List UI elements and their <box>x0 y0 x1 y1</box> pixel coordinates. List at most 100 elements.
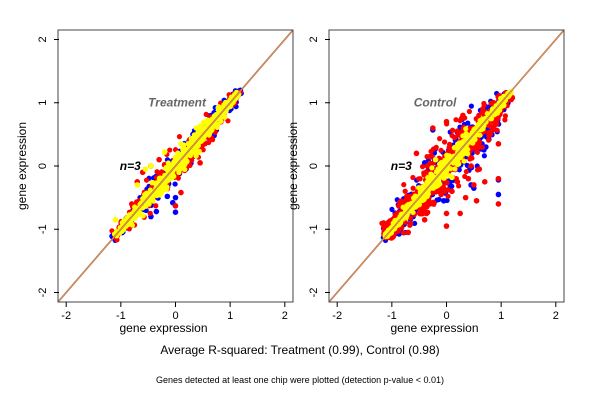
blue-outlier-point <box>440 197 447 204</box>
y-tick-label: 1 <box>37 100 49 106</box>
red-outlier-point <box>172 203 179 209</box>
y-tick-label: 1 <box>308 100 320 106</box>
panel-title: Treatment <box>148 96 207 110</box>
red-outlier-point <box>438 191 444 198</box>
yellow-outlier-point <box>148 163 154 169</box>
red-point <box>442 189 448 195</box>
red-point <box>402 188 408 194</box>
y-axis-label: gene expression <box>286 122 300 210</box>
yellow-outlier-point <box>449 174 455 181</box>
plot-area <box>58 30 293 302</box>
yellow-point <box>429 165 435 171</box>
red-point <box>407 222 413 228</box>
yellow-point <box>140 213 146 219</box>
blue-outlier-point <box>164 193 171 200</box>
red-point <box>466 108 472 115</box>
footnote: Genes detected at least one chip were pl… <box>156 375 444 385</box>
blue-point <box>481 153 487 159</box>
red-point <box>396 199 403 205</box>
red-point <box>419 164 426 170</box>
yellow-outlier-point <box>432 156 439 163</box>
red-point <box>447 145 453 151</box>
yellow-point <box>181 142 187 148</box>
red-point <box>433 144 439 150</box>
plot-area <box>329 30 564 302</box>
y-tick-label: -1 <box>308 224 320 234</box>
red-point <box>143 177 150 183</box>
x-tick-label: 2 <box>553 310 559 322</box>
red-point <box>485 137 492 143</box>
red-point <box>438 147 444 154</box>
yellow-outlier-point <box>142 166 149 172</box>
red-point <box>381 222 387 228</box>
yellow-point <box>428 173 434 179</box>
yellow-point <box>193 125 199 131</box>
yellow-point <box>416 185 422 191</box>
x-tick-label: 2 <box>282 310 288 322</box>
red-outlier-point <box>473 197 480 204</box>
red-point <box>477 139 483 145</box>
red-point <box>428 148 434 155</box>
yellow-point <box>392 224 399 230</box>
red-point <box>487 131 494 138</box>
blue-outlier-point <box>172 194 179 201</box>
yellow-point <box>156 175 163 181</box>
blue-outlier-point <box>153 208 160 215</box>
red-outlier-point <box>465 175 472 182</box>
y-tick-label: -1 <box>37 224 49 234</box>
yellow-point <box>205 124 211 130</box>
red-point <box>445 193 451 199</box>
red-point <box>456 183 462 189</box>
red-point <box>502 117 508 123</box>
blue-outlier-point <box>172 209 179 215</box>
yellow-point <box>451 145 458 151</box>
yellow-point <box>176 169 182 176</box>
yellow-point <box>454 152 460 158</box>
red-outlier-point <box>495 141 502 147</box>
y-tick-label: 0 <box>37 163 49 169</box>
red-outlier-point <box>443 210 450 217</box>
x-tick-label: -1 <box>116 310 126 322</box>
panel-control: -2 -1 0 1 2 -2 -1 0 1 2 gene expression gene expres… <box>286 29 565 335</box>
red-point <box>176 134 183 140</box>
yellow-point <box>470 138 476 144</box>
blue-point <box>172 181 178 187</box>
yellow-point <box>182 162 188 168</box>
red-point <box>453 117 459 123</box>
red-outlier-point <box>178 189 184 196</box>
red-outlier-point <box>468 163 474 169</box>
yellow-point <box>443 168 450 175</box>
x-tick-label: -1 <box>387 310 397 322</box>
x-tick-label: 1 <box>498 310 504 322</box>
red-outlier-point <box>443 223 450 229</box>
red-outlier-point <box>156 156 162 163</box>
red-point <box>167 147 173 153</box>
yellow-point <box>452 166 458 172</box>
x-axis-label: gene expression <box>119 321 207 335</box>
sample-size-label: n=3 <box>391 159 412 173</box>
yellow-outlier-point <box>112 216 119 223</box>
panel-treatment: -2 -1 0 1 2 -2 -1 0 1 2 gene expression gene expres… <box>15 29 294 335</box>
red-outlier-point <box>424 163 431 169</box>
red-point <box>481 100 487 107</box>
yellow-outlier-point <box>161 149 168 155</box>
yellow-point <box>147 187 153 193</box>
blue-outlier-point <box>495 191 502 198</box>
y-tick-label: 0 <box>308 163 320 169</box>
y-tick-label: -2 <box>308 288 320 298</box>
red-point <box>417 211 423 217</box>
red-outlier-point <box>476 166 483 172</box>
yellow-point <box>161 183 167 189</box>
red-outlier-point <box>460 112 466 119</box>
reference-line <box>329 30 564 302</box>
yellow-point <box>460 133 466 139</box>
red-point <box>410 174 416 181</box>
red-outlier-point <box>413 150 420 157</box>
red-outlier-point <box>427 153 433 160</box>
red-point <box>494 127 500 133</box>
red-point <box>449 127 456 133</box>
red-outlier-point <box>462 194 469 201</box>
red-outlier-point <box>449 188 455 195</box>
x-tick-label: -2 <box>332 310 342 322</box>
